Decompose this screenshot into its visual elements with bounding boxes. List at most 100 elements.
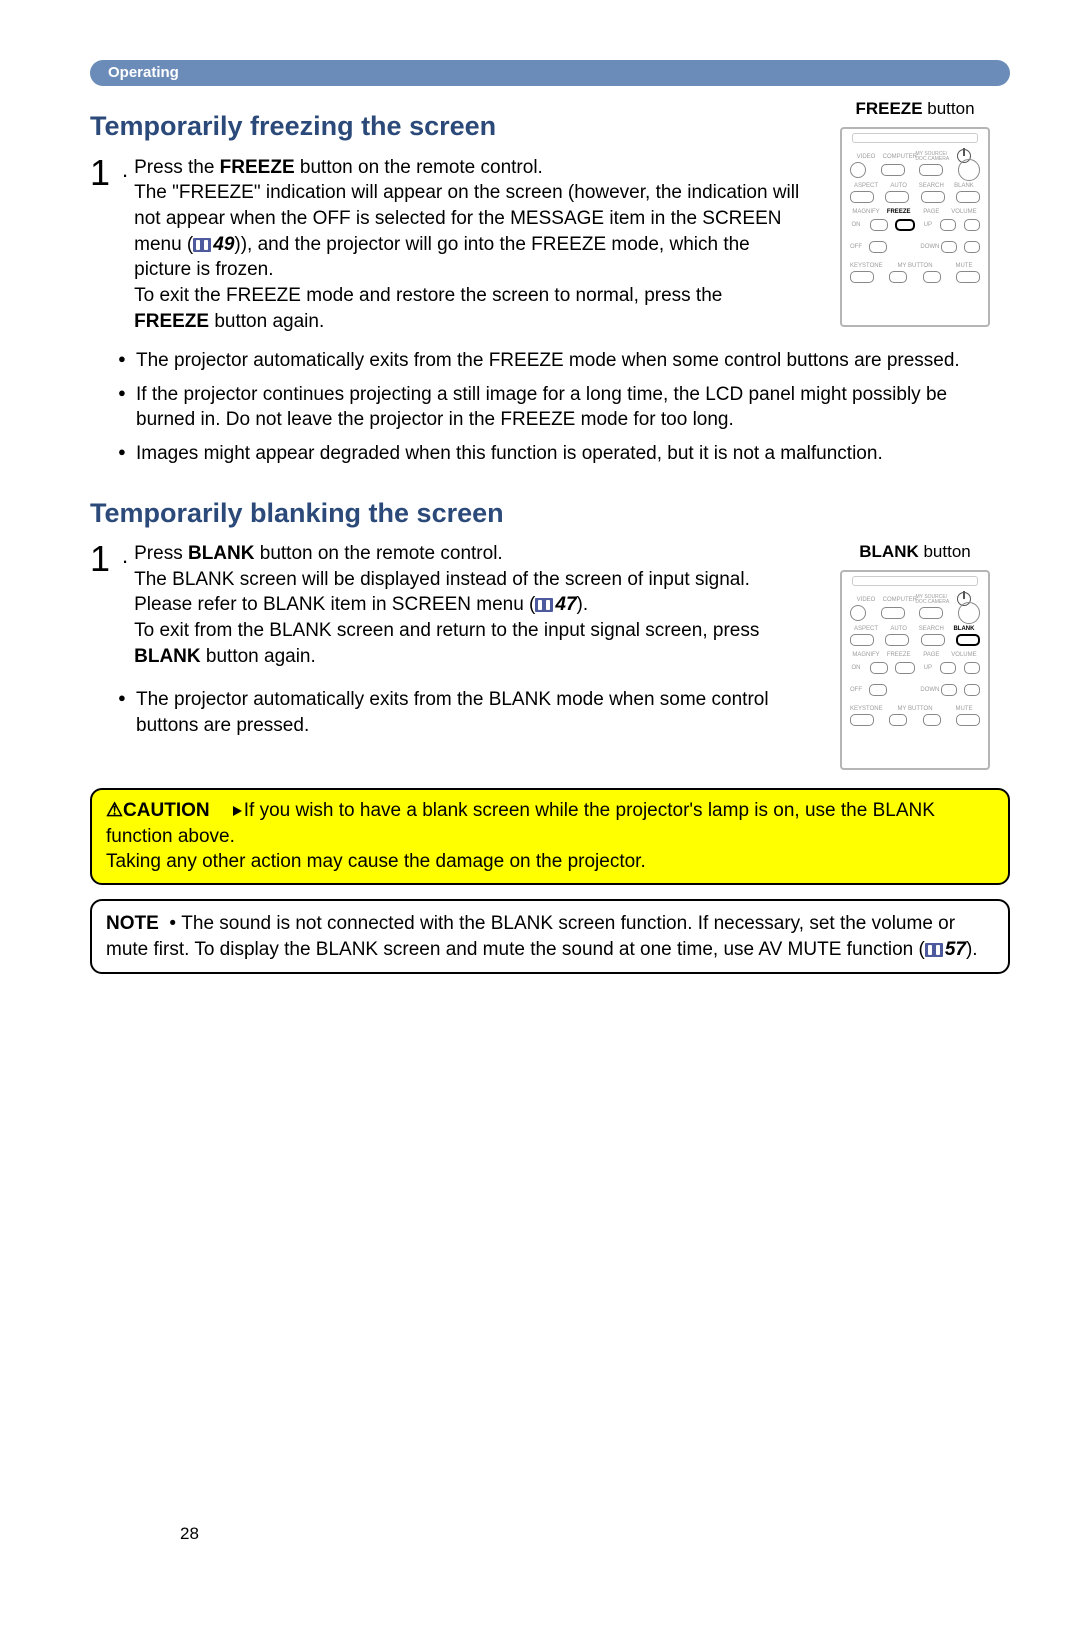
remote-button bbox=[958, 159, 980, 181]
remote-label: SEARCH bbox=[915, 626, 947, 632]
remote-button bbox=[940, 219, 956, 231]
freeze-bullets: The projector automatically exits from t… bbox=[120, 348, 1010, 467]
remote-button bbox=[881, 164, 905, 176]
caution-box: ⚠CAUTION If you wish to have a blank scr… bbox=[90, 788, 1010, 885]
heading-blank: Temporarily blanking the screen bbox=[90, 495, 1010, 531]
manual-ref-icon bbox=[925, 943, 943, 957]
caution-text: If you wish to have a blank screen while… bbox=[106, 800, 935, 847]
remote-button bbox=[869, 684, 887, 696]
text: Press bbox=[134, 543, 188, 564]
remote-button bbox=[850, 191, 874, 203]
text: button again. bbox=[201, 646, 316, 667]
remote-label: BLANK bbox=[948, 183, 980, 189]
remote-button bbox=[964, 684, 980, 696]
list-item: Images might appear degraded when this f… bbox=[120, 441, 1010, 467]
remote-button bbox=[850, 162, 866, 178]
remote-button bbox=[941, 684, 957, 696]
heading-freeze: Temporarily freezing the screen bbox=[90, 108, 802, 144]
remote-button bbox=[889, 271, 907, 283]
text: button on the remote control. bbox=[254, 543, 502, 564]
remote-diagram-blank: VIDEO COMPUTER MY SOURCE/ DOC.CAMERA ASP… bbox=[840, 570, 990, 770]
text: The BLANK screen will be displayed inste… bbox=[134, 569, 750, 616]
remote-button bbox=[850, 634, 874, 646]
remote-label: ASPECT bbox=[850, 183, 882, 189]
remote-button bbox=[964, 241, 980, 253]
text-bold: FREEZE bbox=[855, 99, 922, 118]
text-bold: BLANK bbox=[859, 542, 919, 561]
remote-label: MY BUTTON bbox=[890, 706, 940, 712]
remote-button bbox=[921, 634, 945, 646]
remote-label: MAGNIFY bbox=[850, 209, 882, 215]
remote-button bbox=[895, 662, 915, 674]
section-bar: Operating bbox=[90, 60, 1010, 86]
remote-button bbox=[956, 271, 980, 283]
text: button again. bbox=[209, 311, 324, 332]
remote-label: PAGE bbox=[915, 209, 947, 215]
remote-label: OFF bbox=[850, 244, 862, 250]
remote-button bbox=[885, 191, 909, 203]
list-item: The projector automatically exits from t… bbox=[120, 687, 802, 738]
remote-label: ON bbox=[850, 665, 862, 671]
manual-ref-icon bbox=[535, 598, 553, 612]
remote-label: PAGE bbox=[915, 652, 947, 658]
note-text: The sound is not connected with the BLAN… bbox=[106, 913, 955, 960]
remote-label-highlight: BLANK bbox=[948, 626, 980, 632]
remote-button bbox=[923, 271, 941, 283]
remote-label: ON bbox=[850, 222, 862, 228]
text: button on the remote control. bbox=[295, 157, 543, 178]
remote-button bbox=[958, 602, 980, 624]
remote-diagram-freeze: VIDEO COMPUTER MY SOURCE/ DOC.CAMERA ASP… bbox=[840, 127, 990, 327]
text-bold: BLANK bbox=[188, 543, 255, 564]
step-text: Press the FREEZE button on the remote co… bbox=[134, 155, 802, 334]
freeze-button-caption: FREEZE button bbox=[820, 98, 1010, 121]
remote-label: KEYSTONE bbox=[850, 706, 882, 712]
remote-label: SEARCH bbox=[915, 183, 947, 189]
remote-label: ASPECT bbox=[850, 626, 882, 632]
remote-label: FREEZE bbox=[883, 652, 915, 658]
remote-button-highlight bbox=[956, 634, 980, 646]
remote-button bbox=[964, 219, 980, 231]
step-number: 1 bbox=[90, 155, 118, 191]
remote-button bbox=[919, 607, 943, 619]
remote-button bbox=[850, 271, 874, 283]
text: Press the bbox=[134, 157, 220, 178]
remote-button bbox=[869, 241, 887, 253]
remote-button bbox=[956, 714, 980, 726]
note-label: NOTE bbox=[106, 913, 159, 934]
remote-button-highlight bbox=[895, 219, 915, 231]
manual-ref-number: 49 bbox=[213, 234, 234, 255]
remote-label: KEYSTONE bbox=[850, 263, 882, 269]
manual-ref-number: 57 bbox=[945, 939, 966, 960]
page-number: 28 bbox=[180, 1523, 199, 1546]
remote-label: UP bbox=[923, 222, 933, 228]
remote-button bbox=[964, 662, 980, 674]
remote-label: UP bbox=[923, 665, 933, 671]
remote-label: MUTE bbox=[948, 706, 980, 712]
remote-button bbox=[940, 662, 956, 674]
remote-label: VOLUME bbox=[948, 209, 980, 215]
text-bold: BLANK bbox=[134, 646, 201, 667]
list-item: If the projector continues projecting a … bbox=[120, 382, 1010, 433]
remote-label: VOLUME bbox=[948, 652, 980, 658]
remote-button bbox=[870, 219, 888, 231]
text: ). bbox=[577, 594, 589, 615]
remote-button bbox=[889, 714, 907, 726]
remote-label: AUTO bbox=[883, 626, 915, 632]
text: To exit from the BLANK screen and return… bbox=[134, 620, 759, 641]
remote-button bbox=[870, 662, 888, 674]
manual-ref-icon bbox=[193, 238, 211, 252]
blank-button-caption: BLANK button bbox=[820, 541, 1010, 564]
remote-button bbox=[885, 634, 909, 646]
text: To exit the FREEZE mode and restore the … bbox=[134, 285, 722, 306]
remote-label: DOWN bbox=[920, 687, 934, 693]
remote-button bbox=[941, 241, 957, 253]
remote-label: MAGNIFY bbox=[850, 652, 882, 658]
step-dot: . bbox=[122, 541, 128, 571]
remote-label: MY BUTTON bbox=[890, 263, 940, 269]
text: button bbox=[919, 542, 971, 561]
remote-label: OFF bbox=[850, 687, 862, 693]
note-box: NOTE • The sound is not connected with t… bbox=[90, 899, 1010, 974]
remote-label: DOWN bbox=[920, 244, 934, 250]
list-item: The projector automatically exits from t… bbox=[120, 348, 1010, 374]
warning-triangle-icon: ⚠ bbox=[106, 800, 123, 821]
